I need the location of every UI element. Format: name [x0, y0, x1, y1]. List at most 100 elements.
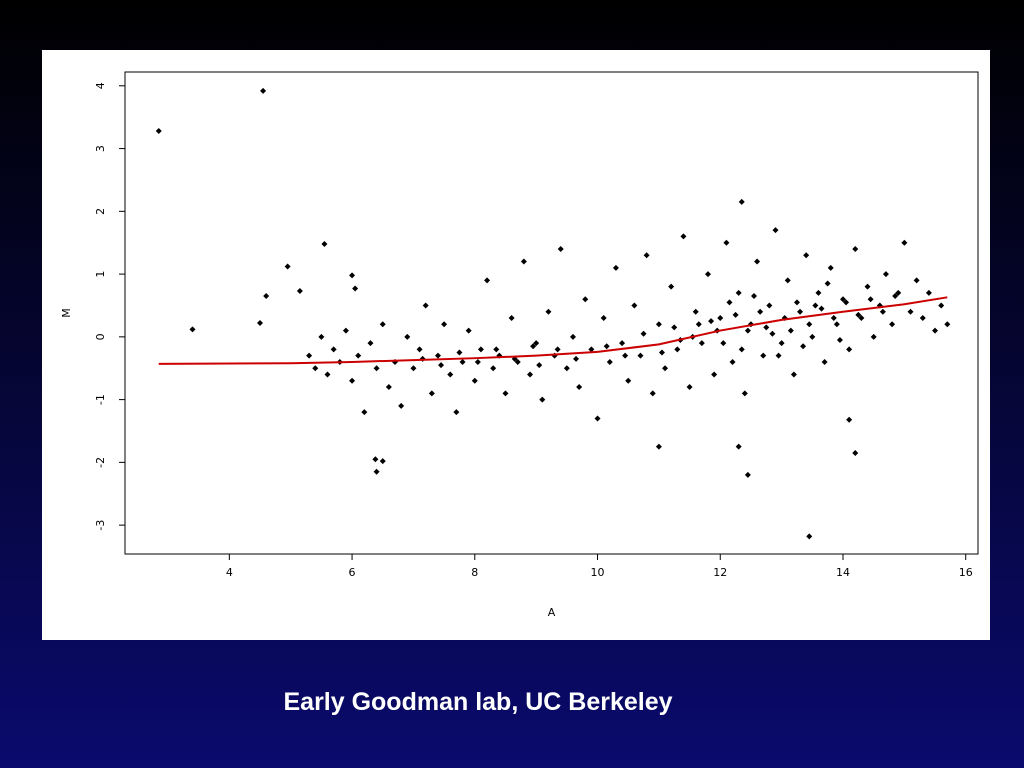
point — [738, 346, 745, 353]
point — [631, 302, 638, 309]
point — [846, 346, 853, 353]
point — [189, 326, 196, 333]
point — [717, 315, 724, 322]
point — [803, 252, 810, 259]
point — [806, 321, 813, 328]
point — [373, 468, 380, 475]
point — [692, 308, 699, 315]
point — [708, 318, 715, 325]
point — [643, 252, 650, 259]
point — [784, 277, 791, 284]
point — [821, 358, 828, 365]
point — [855, 311, 862, 318]
point — [447, 371, 454, 378]
point — [944, 321, 951, 328]
point — [839, 296, 846, 303]
caption: Early Goodman lab, UC Berkeley — [283, 688, 673, 716]
point — [772, 227, 779, 234]
y-tick-label: 0 — [94, 333, 107, 340]
point — [757, 308, 764, 315]
point — [625, 377, 632, 384]
y-tick-label: -3 — [94, 520, 107, 531]
point — [766, 302, 773, 309]
point — [619, 340, 626, 347]
point — [870, 333, 877, 340]
point — [735, 289, 742, 296]
point — [879, 308, 886, 315]
point — [155, 127, 162, 134]
point — [342, 327, 349, 334]
point — [352, 285, 359, 292]
point — [536, 362, 543, 369]
point — [833, 321, 840, 328]
point — [330, 346, 337, 353]
point — [732, 311, 739, 318]
point — [459, 358, 466, 365]
point — [751, 293, 758, 300]
point — [763, 324, 770, 331]
point — [349, 377, 356, 384]
point — [919, 315, 926, 322]
point — [852, 449, 859, 456]
point — [520, 258, 527, 265]
point — [594, 415, 601, 422]
point — [514, 358, 521, 365]
point — [901, 239, 908, 246]
point — [815, 289, 822, 296]
x-tick-label: 4 — [226, 566, 233, 579]
point — [484, 277, 491, 284]
point — [530, 343, 537, 350]
point — [671, 324, 678, 331]
point — [668, 283, 675, 290]
point — [588, 346, 595, 353]
point — [892, 293, 899, 300]
point — [422, 302, 429, 309]
point — [263, 293, 270, 300]
point — [404, 333, 411, 340]
point — [800, 343, 807, 350]
x-tick-label: 6 — [349, 566, 356, 579]
point — [508, 315, 515, 322]
point — [738, 198, 745, 205]
point — [321, 240, 328, 247]
point — [260, 87, 267, 94]
point — [655, 443, 662, 450]
point — [465, 327, 472, 334]
point — [674, 346, 681, 353]
point — [379, 321, 386, 328]
point — [852, 245, 859, 252]
point — [793, 299, 800, 306]
point — [456, 349, 463, 356]
point — [349, 272, 356, 279]
point — [438, 362, 445, 369]
trend-line — [158, 296, 948, 365]
point — [938, 302, 945, 309]
point — [760, 352, 767, 359]
point — [318, 333, 325, 340]
point — [545, 308, 552, 315]
plot-box — [124, 71, 979, 555]
point — [711, 371, 718, 378]
point — [603, 343, 610, 350]
point — [686, 384, 693, 391]
point — [573, 355, 580, 362]
point — [306, 352, 313, 359]
point — [655, 321, 662, 328]
point — [296, 288, 303, 295]
point — [858, 315, 865, 322]
x-tick-label: 16 — [959, 566, 973, 579]
point — [775, 352, 782, 359]
point — [769, 330, 776, 337]
point — [477, 346, 484, 353]
x-tick-label: 14 — [836, 566, 850, 579]
point — [913, 277, 920, 284]
point — [557, 245, 564, 252]
point — [812, 302, 819, 309]
y-tick-label: -2 — [94, 457, 107, 468]
point — [797, 308, 804, 315]
point — [744, 327, 751, 334]
point — [312, 365, 319, 372]
point — [324, 371, 331, 378]
